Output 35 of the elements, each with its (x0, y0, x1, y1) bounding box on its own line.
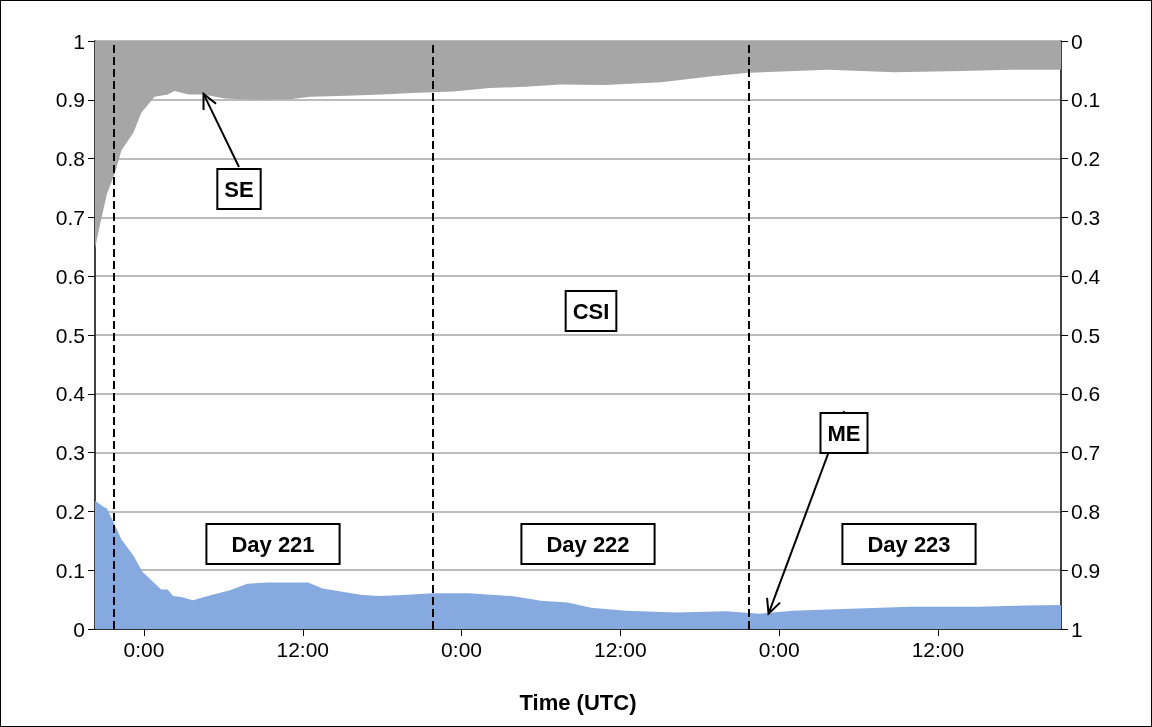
y-tick-label: 0.7 (55, 205, 85, 229)
y2-tick-label: 0.4 (1071, 264, 1101, 288)
y-tick-label: 0.2 (55, 499, 85, 523)
y-tick-label: 0.4 (55, 382, 86, 406)
y-tick-label: 1 (73, 29, 85, 53)
x-tick-label: 12:00 (594, 638, 647, 661)
annotation: Day 222 (546, 531, 630, 557)
x-tick-label: 0:00 (441, 638, 482, 661)
y2-tick-label: 1 (1071, 617, 1083, 641)
y-tick-label: 0.8 (55, 147, 85, 171)
y-tick-label: 0 (73, 617, 85, 641)
y2-tick-label: 0 (1071, 29, 1083, 53)
x-tick-label: 0:00 (758, 638, 800, 661)
y-tick-label: 0.1 (55, 558, 85, 582)
y-tick-label: 0.6 (55, 264, 85, 288)
y2-tick-label: 0.1 (1071, 88, 1101, 112)
annotation: Day 223 (867, 531, 951, 557)
x-axis-title: Time (UTC) (519, 689, 637, 715)
y-tick-label: 0.5 (55, 323, 85, 347)
annotation: Day 221 (231, 531, 315, 557)
y2-tick-label: 0.9 (1071, 558, 1101, 582)
x-tick-label: 12:00 (911, 638, 965, 661)
x-tick-label: 0:00 (123, 638, 165, 661)
annotation: ME (827, 420, 861, 446)
y2-tick-label: 0.8 (1071, 499, 1101, 523)
y-tick-label: 0.9 (55, 88, 85, 112)
x-tick-label: 12:00 (276, 638, 330, 661)
y2-tick-label: 0.6 (1071, 382, 1101, 406)
y2-tick-label: 0.7 (1071, 441, 1101, 465)
y2-tick-label: 0.3 (1071, 205, 1101, 229)
y2-tick-label: 0.2 (1071, 147, 1101, 171)
annotation: SE (224, 176, 254, 202)
y2-tick-label: 0.5 (1071, 323, 1101, 347)
y-tick-label: 0.3 (55, 441, 85, 465)
annotation: CSI (572, 298, 610, 324)
